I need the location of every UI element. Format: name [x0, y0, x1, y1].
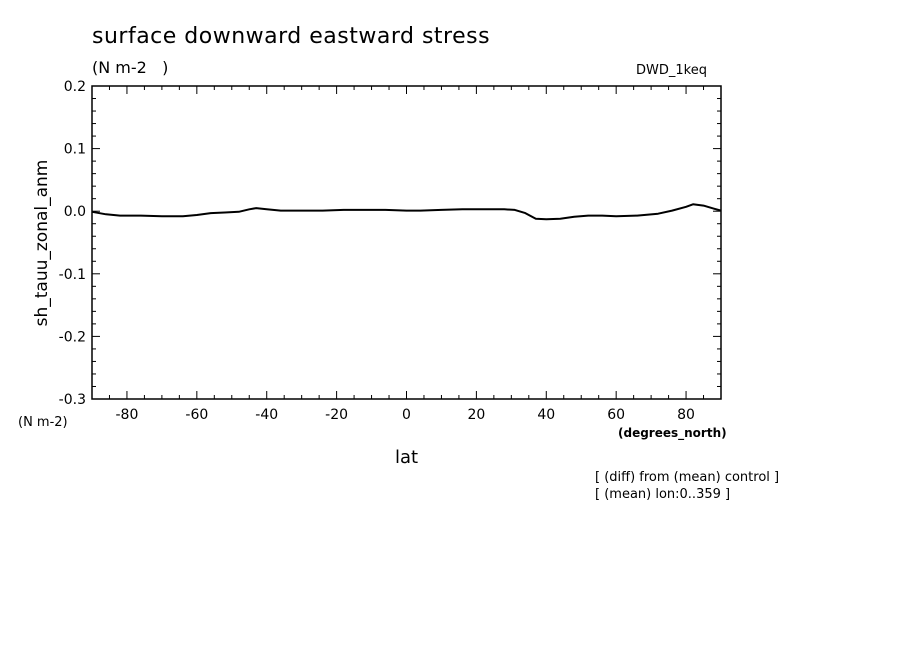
series-line	[91, 203, 722, 221]
x-tick-label: -40	[255, 407, 278, 423]
x-tick-label: 80	[677, 407, 695, 423]
y-tick-label: -0.3	[59, 392, 86, 408]
y-tick-label: 0.0	[64, 204, 86, 220]
chart-units-label: (N m-2 )	[92, 58, 169, 77]
x-axis-label: lat	[395, 447, 419, 468]
x-ticks: -80 -60 -40 -20 0 20 40 60 80	[91, 86, 722, 423]
dataset-label: DWD_1keq	[636, 63, 707, 78]
x-axis-units: (degrees_north)	[618, 426, 727, 440]
y-tick-label: 0.2	[64, 79, 86, 95]
plot-frame	[91, 85, 722, 400]
x-tick-label: 20	[467, 407, 485, 423]
y-tick-label: -0.1	[59, 267, 86, 283]
chart-title: surface downward eastward stress	[92, 24, 491, 49]
x-tick-label: 40	[537, 407, 555, 423]
y-tick-label: 0.1	[64, 142, 86, 158]
note-mean-lon: [ (mean) lon:0..359 ]	[595, 487, 731, 502]
x-tick-label: 0	[402, 407, 411, 423]
y-tick-label: -0.2	[59, 329, 86, 345]
y-ticks: -0.3 -0.2 -0.1 0.0 0.1 0.2	[59, 79, 721, 408]
note-diff-from-control: [ (diff) from (mean) control ]	[595, 470, 780, 485]
x-tick-label: -80	[116, 407, 139, 423]
y-axis-units: (N m-2)	[18, 415, 68, 430]
x-tick-label: -60	[185, 407, 208, 423]
x-tick-label: 60	[607, 407, 625, 423]
x-tick-label: -20	[325, 407, 348, 423]
series-layer	[91, 203, 722, 221]
